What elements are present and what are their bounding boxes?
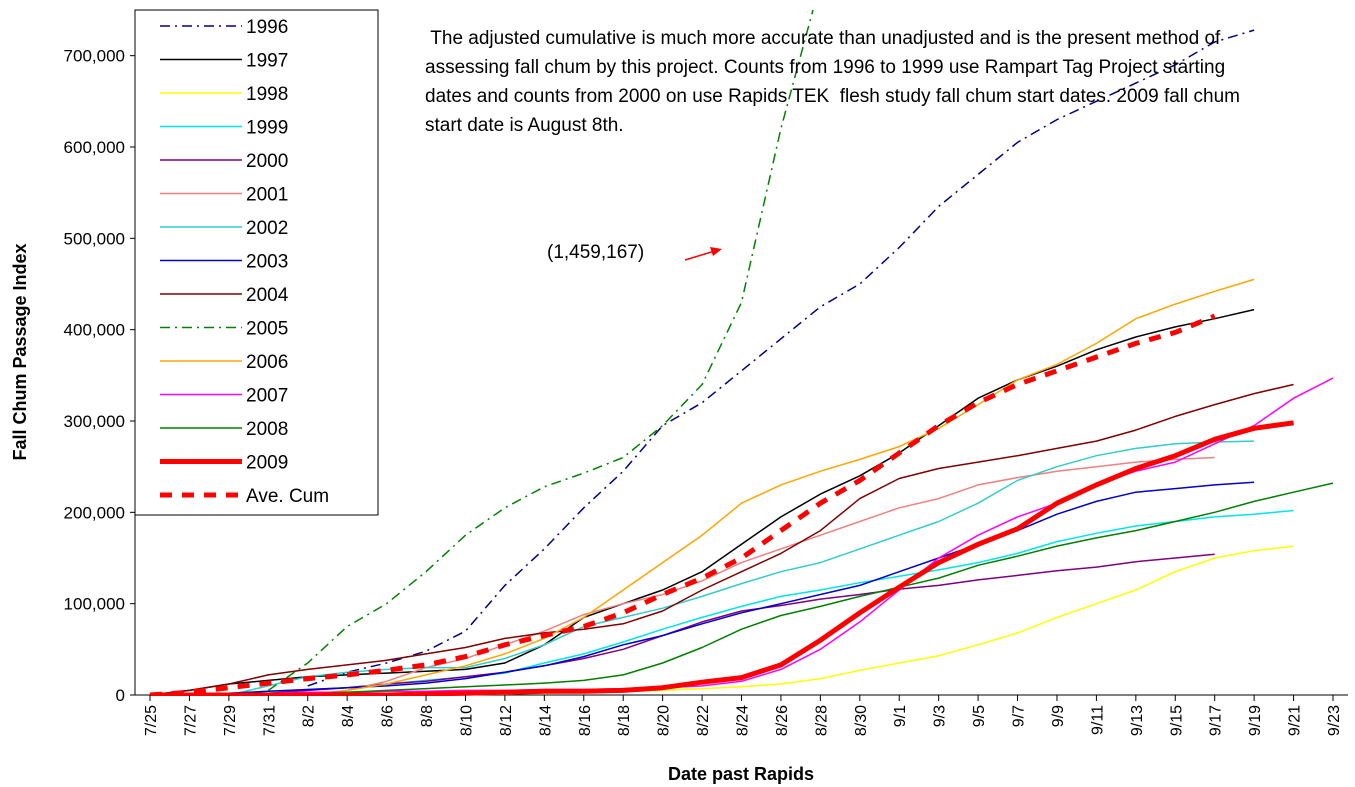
series-line	[149, 313, 1216, 696]
x-tick-label: 9/21	[1287, 705, 1304, 736]
series-line	[228, 553, 1215, 696]
series-line	[267, 10, 814, 692]
annotation-arrowhead	[710, 247, 722, 256]
x-tick-label: 9/7	[1011, 705, 1028, 727]
legend-label: 2006	[246, 352, 288, 373]
y-tick-label: 600,000	[64, 138, 125, 157]
x-tick-label: 8/20	[656, 705, 673, 736]
legend-label: 2009	[246, 453, 288, 474]
legend-label: 1999	[246, 118, 288, 139]
x-tick-label: 8/6	[380, 705, 397, 727]
x-tick-label: 9/19	[1247, 705, 1264, 736]
x-tick-label: 8/10	[458, 705, 475, 736]
x-tick-label: 8/28	[813, 705, 830, 736]
series-line	[307, 29, 1255, 687]
x-tick-label: 7/31	[261, 705, 278, 736]
x-tick-label: 8/2	[301, 705, 318, 727]
legend-label: 2001	[246, 185, 288, 206]
plot-lines	[149, 10, 1334, 696]
x-tick-label: 9/3	[932, 705, 949, 727]
y-tick-label: 400,000	[64, 321, 125, 340]
y-tick-label: 500,000	[64, 229, 125, 248]
legend-label: Ave. Cum	[246, 486, 329, 507]
x-tick-label: 7/25	[143, 705, 160, 736]
legend-label: 2002	[246, 218, 288, 239]
legend-label: 1998	[246, 84, 288, 105]
x-tick-label: 8/16	[577, 705, 594, 736]
x-tick-label: 8/18	[616, 705, 633, 736]
series-line	[228, 440, 1255, 696]
legend-label: 1996	[246, 17, 288, 38]
legend-label: 2005	[246, 319, 288, 340]
y-tick-label: 0	[116, 686, 125, 705]
legend-label: 2004	[246, 285, 289, 306]
series-line	[149, 383, 1294, 696]
x-tick-label: 9/9	[1050, 705, 1067, 727]
x-tick-label: 8/24	[735, 705, 752, 736]
x-tick-label: 9/23	[1326, 705, 1343, 736]
x-tick-label: 9/17	[1208, 705, 1225, 736]
y-axis-title: Fall Chum Passage Index	[10, 243, 30, 460]
x-tick-label: 8/30	[853, 705, 870, 736]
x-tick-label: 7/27	[182, 705, 199, 736]
series-line	[268, 482, 1334, 696]
x-tick-label: 9/15	[1168, 705, 1185, 736]
x-tick-label: 8/12	[498, 705, 515, 736]
legend-label: 2003	[246, 252, 288, 273]
series-line	[268, 545, 1294, 696]
y-tick-label: 300,000	[64, 412, 125, 431]
x-tick-label: 9/1	[892, 705, 909, 727]
y-tick-label: 100,000	[64, 595, 125, 614]
legend-label: 2007	[246, 386, 288, 407]
legend-label: 2000	[246, 151, 288, 172]
y-tick-label: 700,000	[64, 47, 125, 66]
x-tick-label: 8/4	[340, 705, 357, 727]
legend-box	[134, 9, 379, 516]
legend-label: 1997	[246, 51, 288, 72]
x-tick-label: 9/5	[971, 705, 988, 727]
x-tick-label: 8/8	[419, 705, 436, 727]
x-axis-title: Date past Rapids	[668, 764, 814, 784]
x-tick-label: 8/14	[537, 705, 554, 736]
legend-label: 2008	[246, 419, 288, 440]
y-tick-label: 200,000	[64, 503, 125, 522]
x-tick-label: 8/26	[774, 705, 791, 736]
annotation-note: The adjusted cumulative is much more acc…	[425, 28, 1246, 136]
x-tick-label: 9/13	[1129, 705, 1146, 736]
series-line	[150, 420, 1294, 696]
series-line	[307, 278, 1255, 696]
annotation: (1,459,167)	[547, 242, 644, 263]
x-tick-label: 9/11	[1089, 705, 1106, 735]
x-tick-label: 7/29	[222, 705, 239, 736]
series-line	[189, 509, 1294, 696]
legend: 1996 1997 1998 1999 2000 2001 2002 2003 2004 2005…	[160, 17, 329, 507]
x-tick-label: 8/22	[695, 705, 712, 736]
